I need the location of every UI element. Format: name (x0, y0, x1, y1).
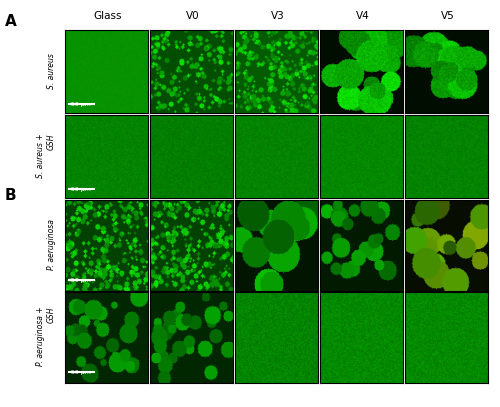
Text: V5: V5 (440, 11, 454, 22)
Text: B: B (5, 188, 16, 203)
Text: 50 μm: 50 μm (71, 370, 90, 375)
Text: 50 μm: 50 μm (71, 102, 90, 107)
Text: 50 μm: 50 μm (71, 278, 90, 283)
Text: P. aeruginosa: P. aeruginosa (46, 219, 56, 270)
Text: S. aureus: S. aureus (46, 53, 56, 89)
Text: V0: V0 (186, 11, 200, 22)
Text: V4: V4 (356, 11, 370, 22)
Text: P. aeruginosa +
GSH: P. aeruginosa + GSH (36, 307, 56, 366)
Text: Glass: Glass (93, 11, 122, 22)
Text: 50 μm: 50 μm (71, 187, 90, 192)
Text: V3: V3 (270, 11, 284, 22)
Text: S. aureus +
GSH: S. aureus + GSH (36, 133, 56, 178)
Text: A: A (5, 14, 17, 29)
